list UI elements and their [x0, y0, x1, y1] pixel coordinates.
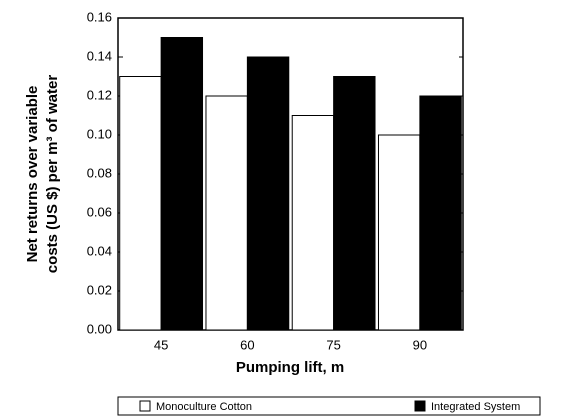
y-tick-label: 0.04	[87, 243, 112, 258]
bar	[291, 115, 335, 331]
legend-label: Integrated System	[431, 401, 520, 413]
bar	[419, 95, 462, 331]
y-tick-label: 0.10	[87, 126, 112, 141]
x-tick-label: 75	[326, 337, 340, 352]
x-tick-label: 90	[413, 337, 427, 352]
bar	[119, 76, 162, 331]
bar	[160, 37, 204, 331]
y-tick-label: 0.02	[87, 282, 112, 297]
x-tick-label: 60	[240, 337, 254, 352]
x-tick-label: 45	[154, 337, 168, 352]
bar	[205, 95, 248, 331]
bar	[246, 56, 290, 331]
y-tick-label: 0.08	[87, 165, 112, 180]
y-tick-label: 0.06	[87, 204, 112, 219]
legend-swatch	[414, 400, 426, 412]
bar	[377, 134, 421, 331]
y-axis-label: costs (US $) per m³ of water	[44, 75, 61, 274]
y-tick-label: 0.12	[87, 87, 112, 102]
x-axis-label: Pumping lift, m	[236, 359, 344, 376]
bar	[333, 76, 376, 331]
legend-label: Monoculture Cotton	[156, 401, 252, 413]
y-axis-label: Net returns over variable	[24, 86, 41, 263]
y-tick-label: 0.14	[87, 48, 112, 63]
y-tick-label: 0.00	[87, 321, 112, 336]
legend-frame	[117, 396, 541, 416]
legend-swatch	[139, 400, 151, 412]
y-tick-label: 0.16	[87, 9, 112, 24]
